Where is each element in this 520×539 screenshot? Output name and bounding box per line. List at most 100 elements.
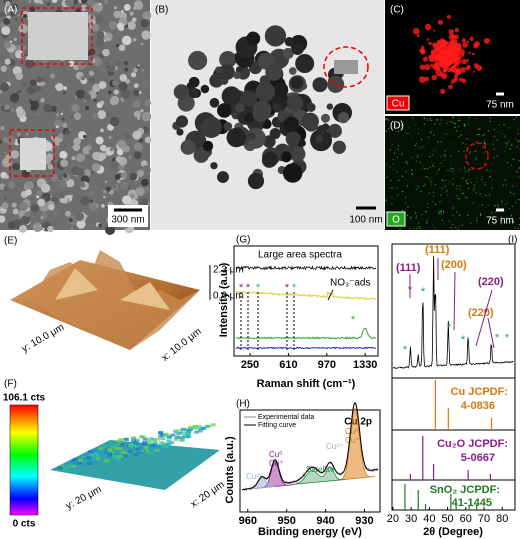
particle <box>217 103 232 118</box>
signal <box>410 156 413 159</box>
grain <box>120 97 123 100</box>
signal <box>406 214 408 216</box>
signal <box>467 138 470 140</box>
grain <box>124 67 129 72</box>
particle <box>200 116 222 138</box>
grain <box>80 75 86 81</box>
signal <box>504 179 506 181</box>
signal <box>442 211 445 213</box>
highlight-box <box>9 129 55 177</box>
ref-name: SnO₂ JCPDF: <box>430 484 500 496</box>
signal <box>468 153 470 155</box>
x-tick-label: 950 <box>277 515 295 527</box>
pixel <box>133 452 139 456</box>
signal <box>459 67 466 73</box>
pixel <box>115 455 121 459</box>
pixel <box>154 448 160 452</box>
signal <box>421 214 423 216</box>
pixel <box>86 456 92 460</box>
grain <box>141 111 152 122</box>
signal <box>397 171 399 173</box>
signal <box>406 132 408 134</box>
min-label: 0 cts <box>13 519 36 530</box>
grain <box>40 98 45 103</box>
pixel <box>118 444 124 448</box>
particle <box>262 135 276 148</box>
signal <box>452 214 454 216</box>
grain <box>0 11 5 18</box>
signal <box>504 210 506 212</box>
grain <box>118 82 128 92</box>
grain <box>123 3 131 11</box>
plot-frame <box>239 409 381 513</box>
pixel <box>91 450 97 454</box>
signal <box>444 159 446 161</box>
signal <box>388 119 390 121</box>
pixel <box>91 457 97 461</box>
grain <box>60 159 69 168</box>
grain <box>133 83 139 88</box>
grain <box>3 17 11 26</box>
particle <box>273 82 289 98</box>
grain <box>26 85 35 95</box>
grain <box>105 36 110 41</box>
grain <box>116 22 125 30</box>
signal <box>497 204 499 206</box>
pixel <box>93 452 99 456</box>
signal <box>416 227 418 229</box>
signal <box>435 69 443 77</box>
signal <box>450 179 452 181</box>
signal <box>397 148 399 150</box>
grain <box>9 47 14 52</box>
particle <box>283 116 299 132</box>
pixel <box>134 438 140 442</box>
signal <box>437 19 444 25</box>
signal <box>512 158 515 160</box>
grain <box>138 138 144 143</box>
pixel <box>99 453 105 457</box>
grain <box>12 208 19 215</box>
signal <box>454 49 461 56</box>
grain <box>27 132 35 140</box>
signal <box>508 127 510 129</box>
highlight-circle <box>465 142 489 170</box>
signal <box>454 34 459 40</box>
particle <box>326 103 334 110</box>
pixel <box>63 466 69 470</box>
particle <box>298 139 306 147</box>
signal <box>470 222 472 225</box>
signal <box>402 190 404 193</box>
signal <box>386 163 388 166</box>
signal <box>472 189 475 191</box>
signal <box>448 84 453 90</box>
grain <box>76 168 85 177</box>
grain <box>3 40 12 49</box>
signal <box>400 120 402 122</box>
signal <box>448 45 456 53</box>
grain <box>104 0 108 4</box>
grain <box>28 0 32 3</box>
signal <box>450 155 452 157</box>
grain <box>120 89 131 100</box>
grain <box>63 173 68 178</box>
grain <box>21 101 32 111</box>
signal <box>429 166 431 168</box>
signal <box>466 64 471 70</box>
signal <box>518 217 520 219</box>
signal <box>474 150 476 152</box>
signal <box>433 165 435 168</box>
grain <box>79 181 86 188</box>
signal <box>422 165 424 167</box>
grain <box>77 61 87 70</box>
signal <box>419 227 421 229</box>
signal <box>450 65 456 72</box>
grain <box>19 202 28 211</box>
grain <box>106 61 109 65</box>
signal <box>439 210 441 212</box>
signal <box>400 154 402 156</box>
signal <box>511 205 513 208</box>
signal <box>461 177 464 180</box>
signal <box>438 168 441 170</box>
marker: * <box>285 282 290 294</box>
peak-label: Cu²⁺ <box>326 442 343 451</box>
